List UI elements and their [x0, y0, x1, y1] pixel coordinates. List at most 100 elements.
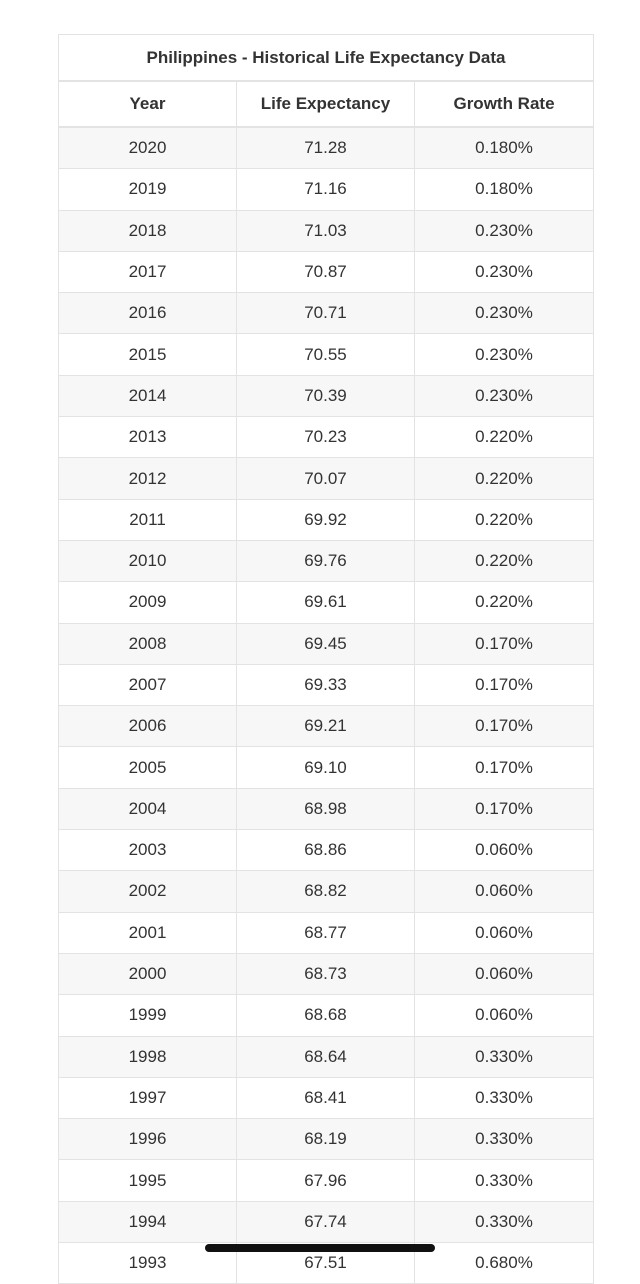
- table-cell: 2015: [59, 334, 237, 375]
- table-cell: 2014: [59, 375, 237, 417]
- table-cell: 2013: [59, 417, 237, 458]
- table-cell: 1994: [59, 1201, 237, 1243]
- table-cell: 70.87: [237, 251, 415, 293]
- table-cell: 2008: [59, 623, 237, 664]
- table-row: 2016 70.71 0.230%: [59, 293, 593, 335]
- table-cell: 68.19: [237, 1119, 415, 1160]
- table-cell: 0.170%: [475, 757, 533, 777]
- table-cell: 0.330%: [475, 1129, 533, 1149]
- table-row: 2013 70.23 0.220%: [59, 417, 593, 459]
- table-cell: 2001: [59, 912, 237, 953]
- table-cell: 0.060%: [475, 840, 533, 860]
- table-cell: 2006: [59, 706, 237, 747]
- table-row: 2014 70.39 0.230%: [59, 375, 593, 418]
- table-cell: 0.220%: [475, 427, 533, 447]
- table-cell: 2003: [59, 830, 237, 871]
- table-cell: 0.680%: [475, 1253, 533, 1273]
- table-row: 2011 69.92 0.220%: [59, 499, 593, 541]
- table-cell: 0.170%: [475, 633, 533, 653]
- table-cell: 0.180%: [475, 138, 533, 158]
- table-cell: 0.230%: [475, 344, 533, 364]
- table-row: 2000 68.73 0.060%: [59, 953, 593, 996]
- table-cell: 71.03: [237, 210, 415, 251]
- table-cell: 68.82: [237, 871, 415, 912]
- table-row: 2017 70.87 0.230%: [59, 251, 593, 294]
- table-cell: 2010: [59, 540, 237, 582]
- table-cell: 2019: [59, 169, 237, 210]
- table-cell: 71.16: [237, 169, 415, 210]
- table-cell: 2004: [59, 788, 237, 830]
- table-cell: 68.73: [237, 953, 415, 995]
- table-row: 1998 68.64 0.330%: [59, 1036, 593, 1078]
- table-cell: 68.98: [237, 788, 415, 830]
- table-cell: 2017: [59, 251, 237, 293]
- table-cell: 1998: [59, 1036, 237, 1077]
- table-row: 1997 68.41 0.330%: [59, 1077, 593, 1120]
- table-cell: 2016: [59, 293, 237, 334]
- table-cell: 69.45: [237, 623, 415, 664]
- table-cell: 1997: [59, 1077, 237, 1119]
- table-cell: 69.21: [237, 706, 415, 747]
- table-cell: 0.060%: [475, 964, 533, 984]
- table-row: 2010 69.76 0.220%: [59, 540, 593, 583]
- table-cell: 0.060%: [475, 922, 533, 942]
- table-row: 2018 71.03 0.230%: [59, 210, 593, 252]
- table-cell: 2018: [59, 210, 237, 251]
- table-cell: 0.170%: [475, 675, 533, 694]
- table-cell: 0.230%: [475, 220, 533, 240]
- table-row: 2008 69.45 0.170%: [59, 623, 593, 665]
- table-cell: 0.330%: [475, 1087, 533, 1107]
- table-row: 2007 69.33 0.170%: [59, 664, 593, 707]
- table-cell: 1999: [59, 995, 237, 1036]
- table-cell: 0.220%: [475, 551, 533, 571]
- table-cell: 0.330%: [475, 1211, 533, 1231]
- table-cell: 68.68: [237, 995, 415, 1036]
- table-row: 1999 68.68 0.060%: [59, 995, 593, 1037]
- table-cell: 69.76: [237, 540, 415, 582]
- table-cell: 0.230%: [475, 262, 533, 282]
- table-cell: 70.55: [237, 334, 415, 375]
- table-cell: 1996: [59, 1119, 237, 1160]
- table-cell: 0.060%: [475, 1005, 533, 1025]
- header-cell: Life Expectancy: [237, 82, 415, 126]
- table-cell: 2011: [59, 499, 237, 540]
- table-cell: 0.220%: [475, 468, 533, 488]
- table-row: 1994 67.74 0.330%: [59, 1201, 593, 1244]
- table-cell: 69.10: [237, 747, 415, 788]
- home-indicator: [205, 1244, 435, 1252]
- table-cell: 0.220%: [475, 592, 533, 612]
- table-row: 2009 69.61 0.220%: [59, 582, 593, 624]
- table-cell: 68.86: [237, 830, 415, 871]
- table-cell: 2000: [59, 953, 237, 995]
- table-cell: 0.060%: [475, 881, 533, 901]
- table-cell: 67.96: [237, 1160, 415, 1201]
- table-cell: 0.230%: [475, 303, 533, 323]
- table-cell: 2012: [59, 458, 237, 499]
- table-cell: 70.23: [237, 417, 415, 458]
- table-row: 2019 71.16 0.180%: [59, 169, 593, 211]
- table-cell: 69.33: [237, 664, 415, 706]
- table-row: 2006 69.21 0.170%: [59, 706, 593, 748]
- table-cell: 2009: [59, 582, 237, 623]
- table-cell: 1995: [59, 1160, 237, 1201]
- table-cell: 67.74: [237, 1201, 415, 1243]
- header-cell: Growth Rate: [453, 94, 555, 113]
- table-cell: 0.170%: [475, 798, 533, 818]
- table-cell: 0.230%: [475, 385, 533, 405]
- table-cell: 70.39: [237, 375, 415, 417]
- table-title: Philippines - Historical Life Expectancy…: [59, 35, 593, 82]
- table-cell: 68.77: [237, 912, 415, 953]
- table-cell: 2020: [59, 128, 237, 169]
- table-cell: 68.41: [237, 1077, 415, 1119]
- table-cell: 69.61: [237, 582, 415, 623]
- table-cell: 70.71: [237, 293, 415, 334]
- table-cell: 68.64: [237, 1036, 415, 1077]
- table-cell: 69.92: [237, 499, 415, 540]
- table-cell: 0.330%: [475, 1046, 533, 1066]
- table-cell: 2007: [59, 664, 237, 706]
- table-cell: 0.170%: [475, 716, 533, 736]
- table-cell: 70.07: [237, 458, 415, 499]
- table-cell: 2002: [59, 871, 237, 912]
